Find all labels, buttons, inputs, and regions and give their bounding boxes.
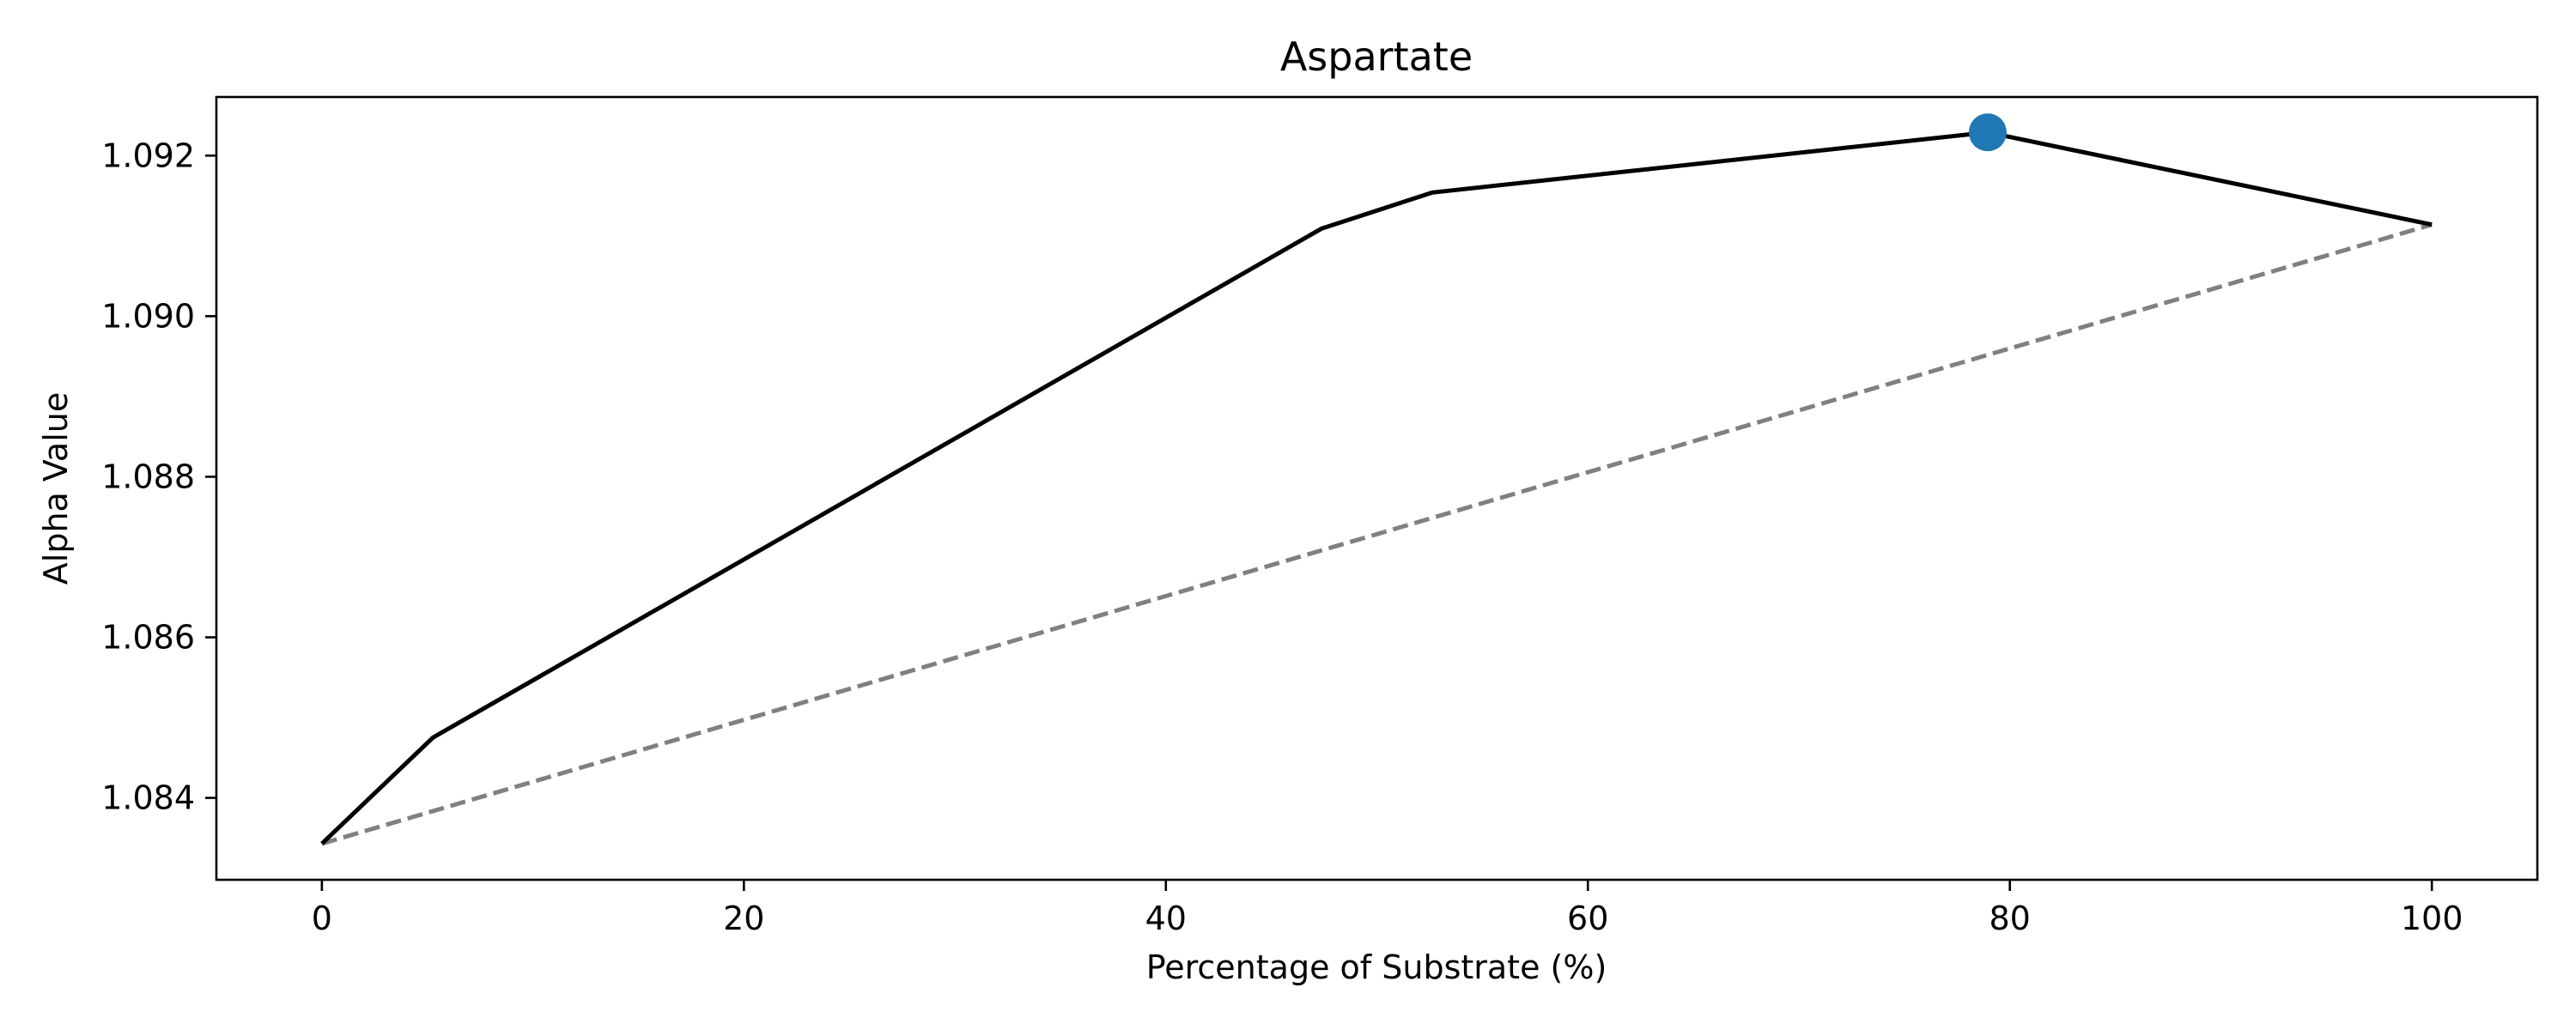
plot-frame — [215, 95, 2539, 882]
highlight-point — [1968, 113, 2007, 152]
x-tick-label: 20 — [723, 900, 764, 937]
y-axis-label: Alpha Value — [37, 392, 75, 585]
plot-area — [320, 113, 2433, 846]
chart-title: Aspartate — [1280, 33, 1473, 80]
x-tick-label: 40 — [1145, 900, 1187, 937]
y-tick-label: 1.092 — [101, 136, 195, 174]
alpha-value-line — [320, 130, 2433, 845]
x-tick-label: 60 — [1567, 900, 1608, 937]
y-tick-label: 1.084 — [101, 779, 195, 817]
y-tick-label: 1.090 — [101, 297, 195, 335]
x-tick-label: 100 — [2401, 900, 2464, 937]
y-tick-label: 1.086 — [101, 619, 195, 657]
y-axis: 1.084 1.086 1.088 1.090 1.092 — [101, 136, 216, 817]
x-tick-label: 80 — [1990, 900, 2031, 937]
y-tick-label: 1.088 — [101, 457, 195, 495]
x-tick-label: 0 — [312, 900, 332, 937]
x-axis-label: Percentage of Substrate (%) — [1146, 948, 1607, 986]
x-axis: 0 20 40 60 80 100 — [312, 880, 2464, 937]
reference-dashed-line — [321, 222, 2433, 846]
